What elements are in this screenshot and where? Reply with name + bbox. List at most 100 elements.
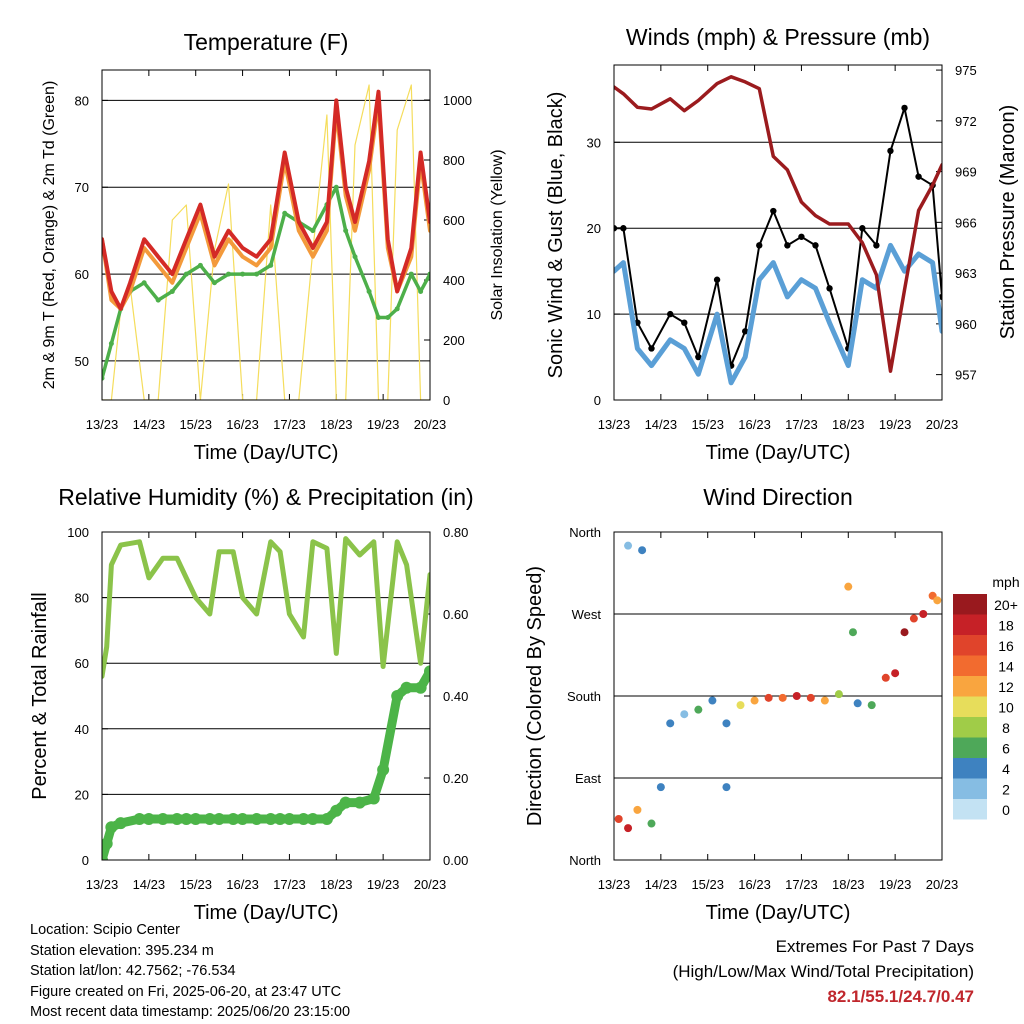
direction-ytick-label: North: [569, 525, 601, 540]
direction-point: [806, 693, 815, 702]
humidity-xtick-label: 13/23: [86, 877, 119, 892]
dewpoint-point: [385, 315, 391, 320]
winds-ytick-label-right: 966: [955, 215, 977, 230]
dewpoint-point: [282, 210, 288, 216]
humidity-series-group: [102, 536, 430, 860]
humidity-ytick-label-right: 0.60: [443, 607, 468, 622]
direction-point: [834, 690, 843, 699]
colorbar-swatch: [953, 737, 987, 758]
temperature-2m-line: [102, 89, 430, 311]
direction-point: [853, 699, 862, 708]
gust-point: [695, 353, 702, 361]
dewpoint-point: [394, 306, 400, 312]
precipitation-point: [213, 813, 226, 825]
gust-point: [620, 225, 627, 232]
temperature-title: Temperature (F): [184, 29, 349, 55]
humidity-xtick-label: 15/23: [179, 877, 212, 892]
direction-xtick-label: 13/23: [598, 877, 631, 892]
precipitation-point: [283, 813, 296, 825]
gust-point: [770, 207, 777, 215]
precipitation-point: [274, 813, 287, 825]
humidity-ytick-label-right: 0.20: [443, 771, 468, 786]
dewpoint-point: [211, 280, 217, 286]
winds-ytick-label: 20: [587, 221, 601, 236]
station-latlon: Station lat/lon: 42.7562; -76.534: [30, 963, 236, 979]
gust-point: [681, 319, 688, 326]
direction-point: [722, 719, 731, 728]
precipitation-point: [203, 813, 216, 825]
precipitation-point: [156, 813, 169, 825]
humidity-title: Relative Humidity (%) & Precipitation (i…: [58, 484, 473, 510]
precipitation-point: [320, 813, 333, 825]
temperature-series-group: [102, 84, 430, 400]
humidity-ytick-label: 100: [67, 525, 89, 540]
direction-xtick-label: 16/23: [738, 877, 771, 892]
winds-xtick-label: 14/23: [645, 417, 678, 432]
winds-title: Winds (mph) & Pressure (mb): [626, 24, 930, 50]
dewpoint-point: [169, 288, 175, 294]
dewpoint-point: [375, 315, 381, 320]
humidity-panel: Relative Humidity (%) & Precipitation (i…: [29, 484, 474, 924]
winds-xtick-label: 17/23: [785, 417, 818, 432]
direction-point: [900, 628, 909, 637]
colorbar-swatch: [953, 799, 987, 820]
direction-xtick-label: 19/23: [879, 877, 912, 892]
direction-point: [820, 696, 829, 705]
dewpoint-point: [268, 262, 274, 268]
precipitation-point: [414, 681, 427, 694]
extremes-subtitle: (High/Low/Max Wind/Total Precipitation): [672, 962, 974, 981]
temperature-frame: [101, 69, 431, 401]
gust-point: [915, 173, 922, 180]
station-location: Location: Scipio Center: [30, 922, 180, 938]
winds-ytick-label: 0: [594, 393, 601, 408]
direction-point: [750, 696, 759, 705]
gust-point: [873, 242, 880, 249]
direction-point: [764, 693, 773, 702]
speed-colorbar: 20+ 18 16 14 12 10 8 6 4 2 0: [953, 594, 1018, 820]
dewpoint-point: [333, 184, 339, 190]
colorbar-label: 16: [998, 638, 1014, 654]
direction-xlabel: Time (Day/UTC): [706, 902, 851, 924]
dewpoint-point: [141, 280, 147, 286]
direction-point: [614, 815, 623, 823]
gust-point: [798, 233, 805, 240]
direction-point: [633, 805, 642, 814]
humidity-plot-area: 0 20 40 60 80 100 0.00 0.20 0.40 0.60 0.80 13/23 14/…: [67, 525, 468, 892]
direction-xtick-label: 18/23: [832, 877, 865, 892]
colorbar-label: 20+: [994, 597, 1018, 613]
temperature-xtick-label: 13/23: [86, 417, 119, 432]
gust-point: [901, 104, 908, 112]
station-elevation: Station elevation: 395.234 m: [30, 942, 214, 959]
temperature-ytick-label-right: 200: [443, 333, 465, 348]
temperature-xlabel: Time (Day/UTC): [194, 442, 339, 464]
temperature-right-ylabel: Solar Insolation (Yellow): [489, 149, 506, 320]
direction-plot-area: North East South West North 13/23 14/23 15/23 16…: [567, 525, 958, 892]
gust-line: [614, 106, 942, 367]
temperature-ytick-label: 50: [75, 354, 89, 369]
figure-created: Figure created on Fri, 2025-06-20, at 23…: [30, 983, 342, 1000]
extremes-title: Extremes For Past 7 Days: [775, 937, 974, 956]
colorbar-label: 10: [998, 700, 1014, 716]
direction-point: [881, 673, 890, 682]
gust-point: [742, 328, 749, 335]
precipitation-point: [133, 813, 146, 825]
precipitation-point: [142, 813, 155, 825]
direction-xtick-label: 20/23: [926, 877, 959, 892]
direction-point: [624, 541, 633, 550]
humidity-ytick-label: 0: [82, 853, 89, 868]
colorbar-label: 12: [998, 679, 1014, 695]
colorbar-swatch: [953, 758, 987, 779]
gust-point: [784, 242, 791, 249]
extremes-box: Extremes For Past 7 Days (High/Low/Max W…: [673, 934, 974, 1009]
dewpoint-point: [343, 228, 349, 234]
gust-point: [713, 276, 721, 283]
direction-point: [638, 546, 647, 555]
colorbar-label: 6: [1002, 741, 1010, 757]
temperature-ytick-label-right: 800: [443, 153, 465, 168]
winds-ytick-label: 10: [587, 307, 601, 322]
winds-ytick-label-right: 969: [955, 165, 977, 180]
temperature-xtick-label: 18/23: [320, 417, 353, 432]
precipitation-point: [391, 690, 404, 702]
dewpoint-point: [226, 271, 232, 277]
humidity-xlabel: Time (Day/UTC): [194, 902, 339, 924]
